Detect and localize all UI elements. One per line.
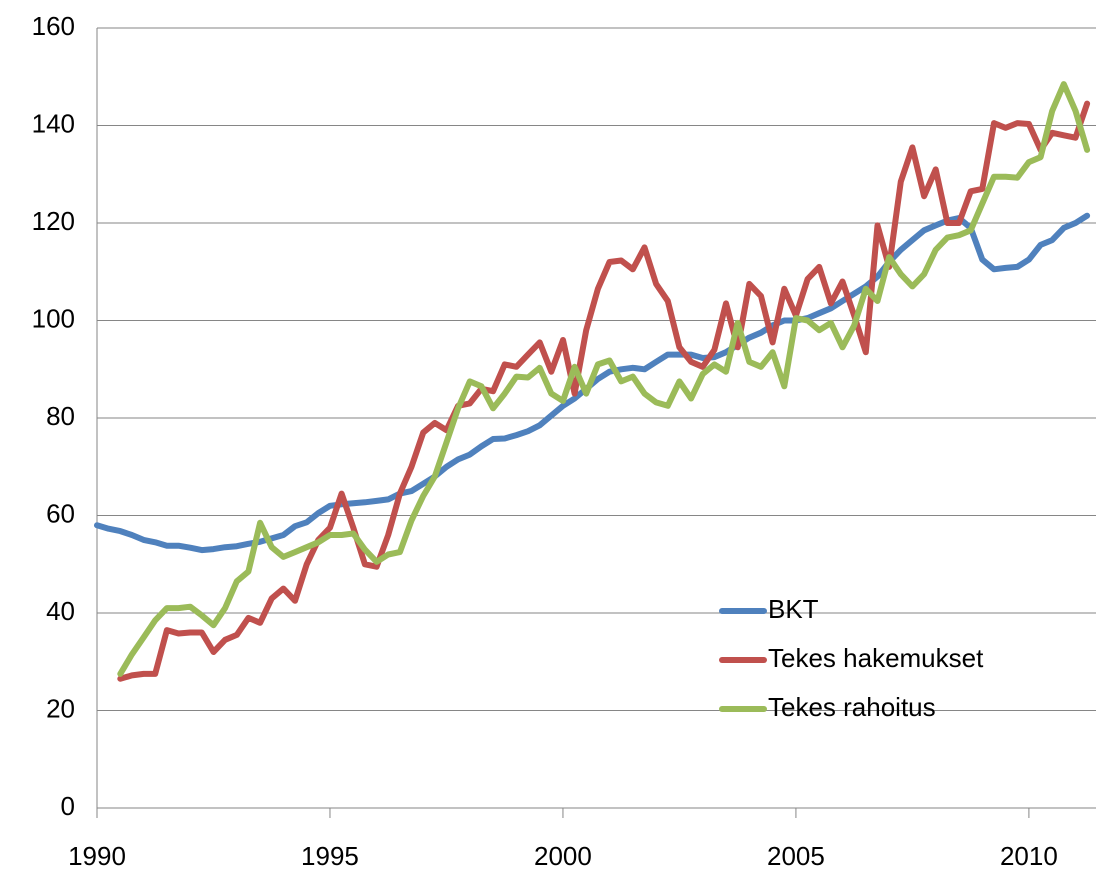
series-line <box>117 81 1091 677</box>
x-tick-label: 2010 <box>1000 841 1058 871</box>
legend-label: Tekes hakemukset <box>768 643 984 673</box>
x-tick-label: 1995 <box>301 841 359 871</box>
x-tick-label: 2005 <box>767 841 825 871</box>
legend-label: Tekes rahoitus <box>768 692 936 722</box>
x-tick-label: 1990 <box>68 841 126 871</box>
y-tick-label: 40 <box>46 596 75 626</box>
y-tick-label: 140 <box>32 108 75 138</box>
y-tick-label: 0 <box>61 791 75 821</box>
legend-label: BKT <box>768 594 819 624</box>
x-tick-label: 2000 <box>534 841 592 871</box>
y-tick-label: 60 <box>46 498 75 528</box>
series-line <box>117 100 1091 682</box>
y-tick-label: 100 <box>32 303 75 333</box>
y-tick-label: 20 <box>46 693 75 723</box>
y-tick-label: 160 <box>32 11 75 41</box>
y-tick-label: 80 <box>46 401 75 431</box>
y-tick-label: 120 <box>32 206 75 236</box>
